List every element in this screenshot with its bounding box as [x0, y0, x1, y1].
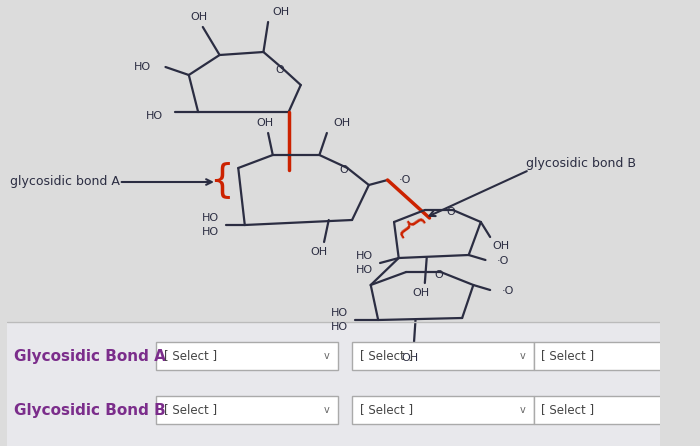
Text: [ Select ]: [ Select ]: [541, 350, 594, 363]
Bar: [156, 396, 338, 424]
Text: [ Select ]: [ Select ]: [164, 350, 217, 363]
Text: OH: OH: [492, 241, 509, 251]
Text: [ Select ]: [ Select ]: [164, 404, 217, 417]
Text: [ Select ]: [ Select ]: [360, 404, 413, 417]
Text: ·O: ·O: [497, 256, 509, 266]
Text: OH: OH: [311, 247, 328, 257]
Text: O: O: [340, 165, 348, 175]
Text: HO: HO: [202, 213, 218, 223]
Text: Glycosidic Bond A: Glycosidic Bond A: [15, 348, 166, 363]
Text: ·O: ·O: [399, 175, 411, 185]
Text: OH: OH: [401, 353, 419, 363]
Text: HO: HO: [146, 111, 162, 121]
Text: OH: OH: [412, 288, 430, 298]
Bar: [156, 342, 338, 370]
Text: [ Select ]: [ Select ]: [541, 404, 594, 417]
Text: Glycosidic Bond B: Glycosidic Bond B: [15, 402, 166, 417]
Text: ·O: ·O: [501, 286, 514, 296]
Text: glycosidic bond B: glycosidic bond B: [526, 157, 636, 169]
Text: OH: OH: [273, 7, 290, 17]
Bar: [7, 322, 660, 446]
Text: HO: HO: [134, 62, 151, 72]
Text: OH: OH: [333, 118, 351, 128]
Text: v: v: [324, 351, 330, 361]
Bar: [534, 396, 700, 424]
Text: v: v: [520, 351, 526, 361]
Text: v: v: [520, 405, 526, 415]
Text: HO: HO: [331, 322, 349, 332]
Text: glycosidic bond A: glycosidic bond A: [10, 175, 120, 189]
Text: v: v: [324, 405, 330, 415]
Text: {: {: [391, 212, 426, 244]
Text: HO: HO: [356, 265, 372, 275]
Bar: [534, 342, 700, 370]
Text: [ Select ]: [ Select ]: [360, 350, 413, 363]
Bar: [352, 342, 534, 370]
Text: HO: HO: [356, 251, 372, 261]
Text: HO: HO: [331, 308, 349, 318]
Text: O: O: [276, 65, 285, 75]
Text: {: {: [209, 161, 234, 199]
Text: HO: HO: [202, 227, 218, 237]
Text: OH: OH: [190, 12, 208, 22]
Bar: [352, 396, 534, 424]
Text: O: O: [435, 270, 443, 280]
Text: O: O: [447, 207, 455, 217]
Text: OH: OH: [257, 118, 274, 128]
